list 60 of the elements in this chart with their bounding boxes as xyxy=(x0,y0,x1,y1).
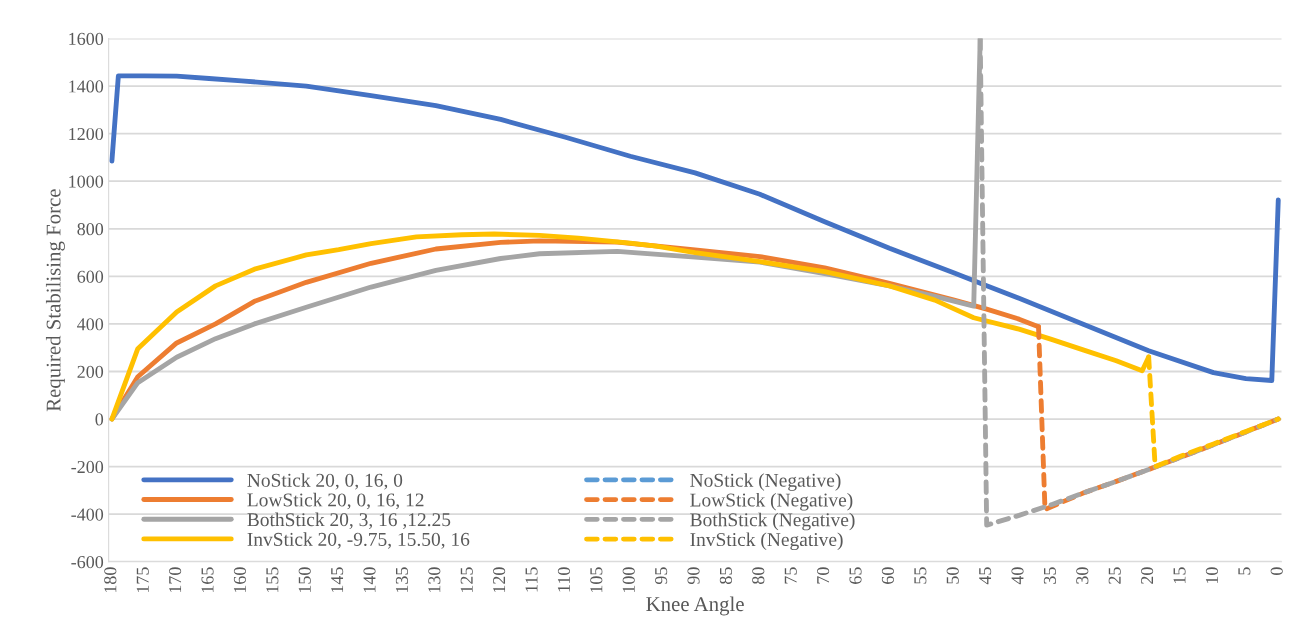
y-tick-label: 600 xyxy=(77,270,104,283)
y-tick-label: 1000 xyxy=(69,175,104,188)
x-tick-label: 10 xyxy=(1205,567,1218,584)
y-tick-label: 200 xyxy=(77,365,104,378)
legend-label: LowStick 20, 0, 16, 12 xyxy=(247,492,424,510)
x-tick-label: 165 xyxy=(201,567,214,593)
y-tick-label: -600 xyxy=(71,556,104,569)
y-tick-label: 0 xyxy=(95,413,104,426)
x-tick-label: 5 xyxy=(1238,567,1251,575)
y-tick-label: 1600 xyxy=(69,32,104,45)
x-tick-label: 20 xyxy=(1141,567,1154,584)
line-series xyxy=(109,73,1281,383)
x-tick-label: 50 xyxy=(946,567,959,584)
y-tick-label: -400 xyxy=(71,508,104,521)
legend-label: BothStick 20, 3, 16 ,12.25 xyxy=(247,512,451,530)
x-tick-label: 145 xyxy=(331,567,344,593)
y-axis-title: Required Stabilising Force xyxy=(45,189,65,412)
x-tick-label: 25 xyxy=(1108,567,1121,584)
x-tick-label: 180 xyxy=(104,567,117,593)
x-tick-label: 155 xyxy=(266,567,279,593)
y-tick-label: 1200 xyxy=(69,127,104,141)
y-tick-label: 400 xyxy=(77,318,104,331)
x-tick-label: 60 xyxy=(881,567,894,584)
x-tick-label: 70 xyxy=(817,567,830,584)
x-tick-label: 65 xyxy=(849,567,862,584)
x-tick-label: 55 xyxy=(914,567,927,584)
y-tick-label: 800 xyxy=(77,223,104,236)
legend-label: NoStick (Negative) xyxy=(690,473,841,491)
x-tick-label: 100 xyxy=(622,567,635,593)
x-tick-label: 170 xyxy=(169,567,182,593)
legend-label: InvStick 20, -9.75, 15.50, 16 xyxy=(247,532,470,549)
x-tick-label: 175 xyxy=(136,567,149,593)
x-tick-label: 30 xyxy=(1076,567,1089,584)
legend-label: InvStick (Negative) xyxy=(690,532,843,551)
legend-label: LowStick (Negative) xyxy=(690,492,853,511)
x-axis-title: Knee Angle xyxy=(646,596,744,616)
x-tick-label: 130 xyxy=(428,567,441,593)
x-tick-label: 35 xyxy=(1043,567,1056,584)
x-tick-label: 115 xyxy=(525,567,538,592)
x-tick-label: 80 xyxy=(752,567,765,584)
x-tick-label: 0 xyxy=(1270,567,1283,575)
x-tick-label: 15 xyxy=(1173,567,1186,584)
y-tick-label: -200 xyxy=(71,460,104,474)
x-tick-label: 135 xyxy=(395,567,408,593)
x-tick-label: 45 xyxy=(979,567,992,585)
x-tick-label: 105 xyxy=(590,567,603,593)
x-tick-label: 95 xyxy=(655,567,668,585)
y-tick-label: 1400 xyxy=(69,80,104,93)
legend-label: BothStick (Negative) xyxy=(690,512,855,531)
x-tick-label: 150 xyxy=(298,567,311,593)
x-tick-label: 90 xyxy=(687,567,700,585)
legend-label: NoStick 20, 0, 16, 0 xyxy=(247,473,403,490)
x-tick-label: 110 xyxy=(557,567,570,592)
x-tick-label: 160 xyxy=(233,567,246,593)
x-tick-label: 140 xyxy=(363,567,376,593)
x-tick-label: 75 xyxy=(784,567,797,584)
x-tick-label: 40 xyxy=(1011,567,1024,585)
x-tick-label: 125 xyxy=(460,567,473,593)
x-tick-label: 120 xyxy=(493,567,506,593)
x-tick-label: 85 xyxy=(719,567,732,584)
